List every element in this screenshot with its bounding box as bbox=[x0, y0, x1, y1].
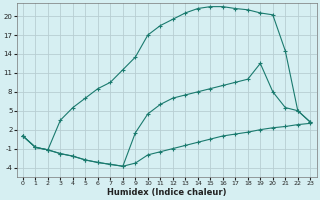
X-axis label: Humidex (Indice chaleur): Humidex (Indice chaleur) bbox=[107, 188, 226, 197]
